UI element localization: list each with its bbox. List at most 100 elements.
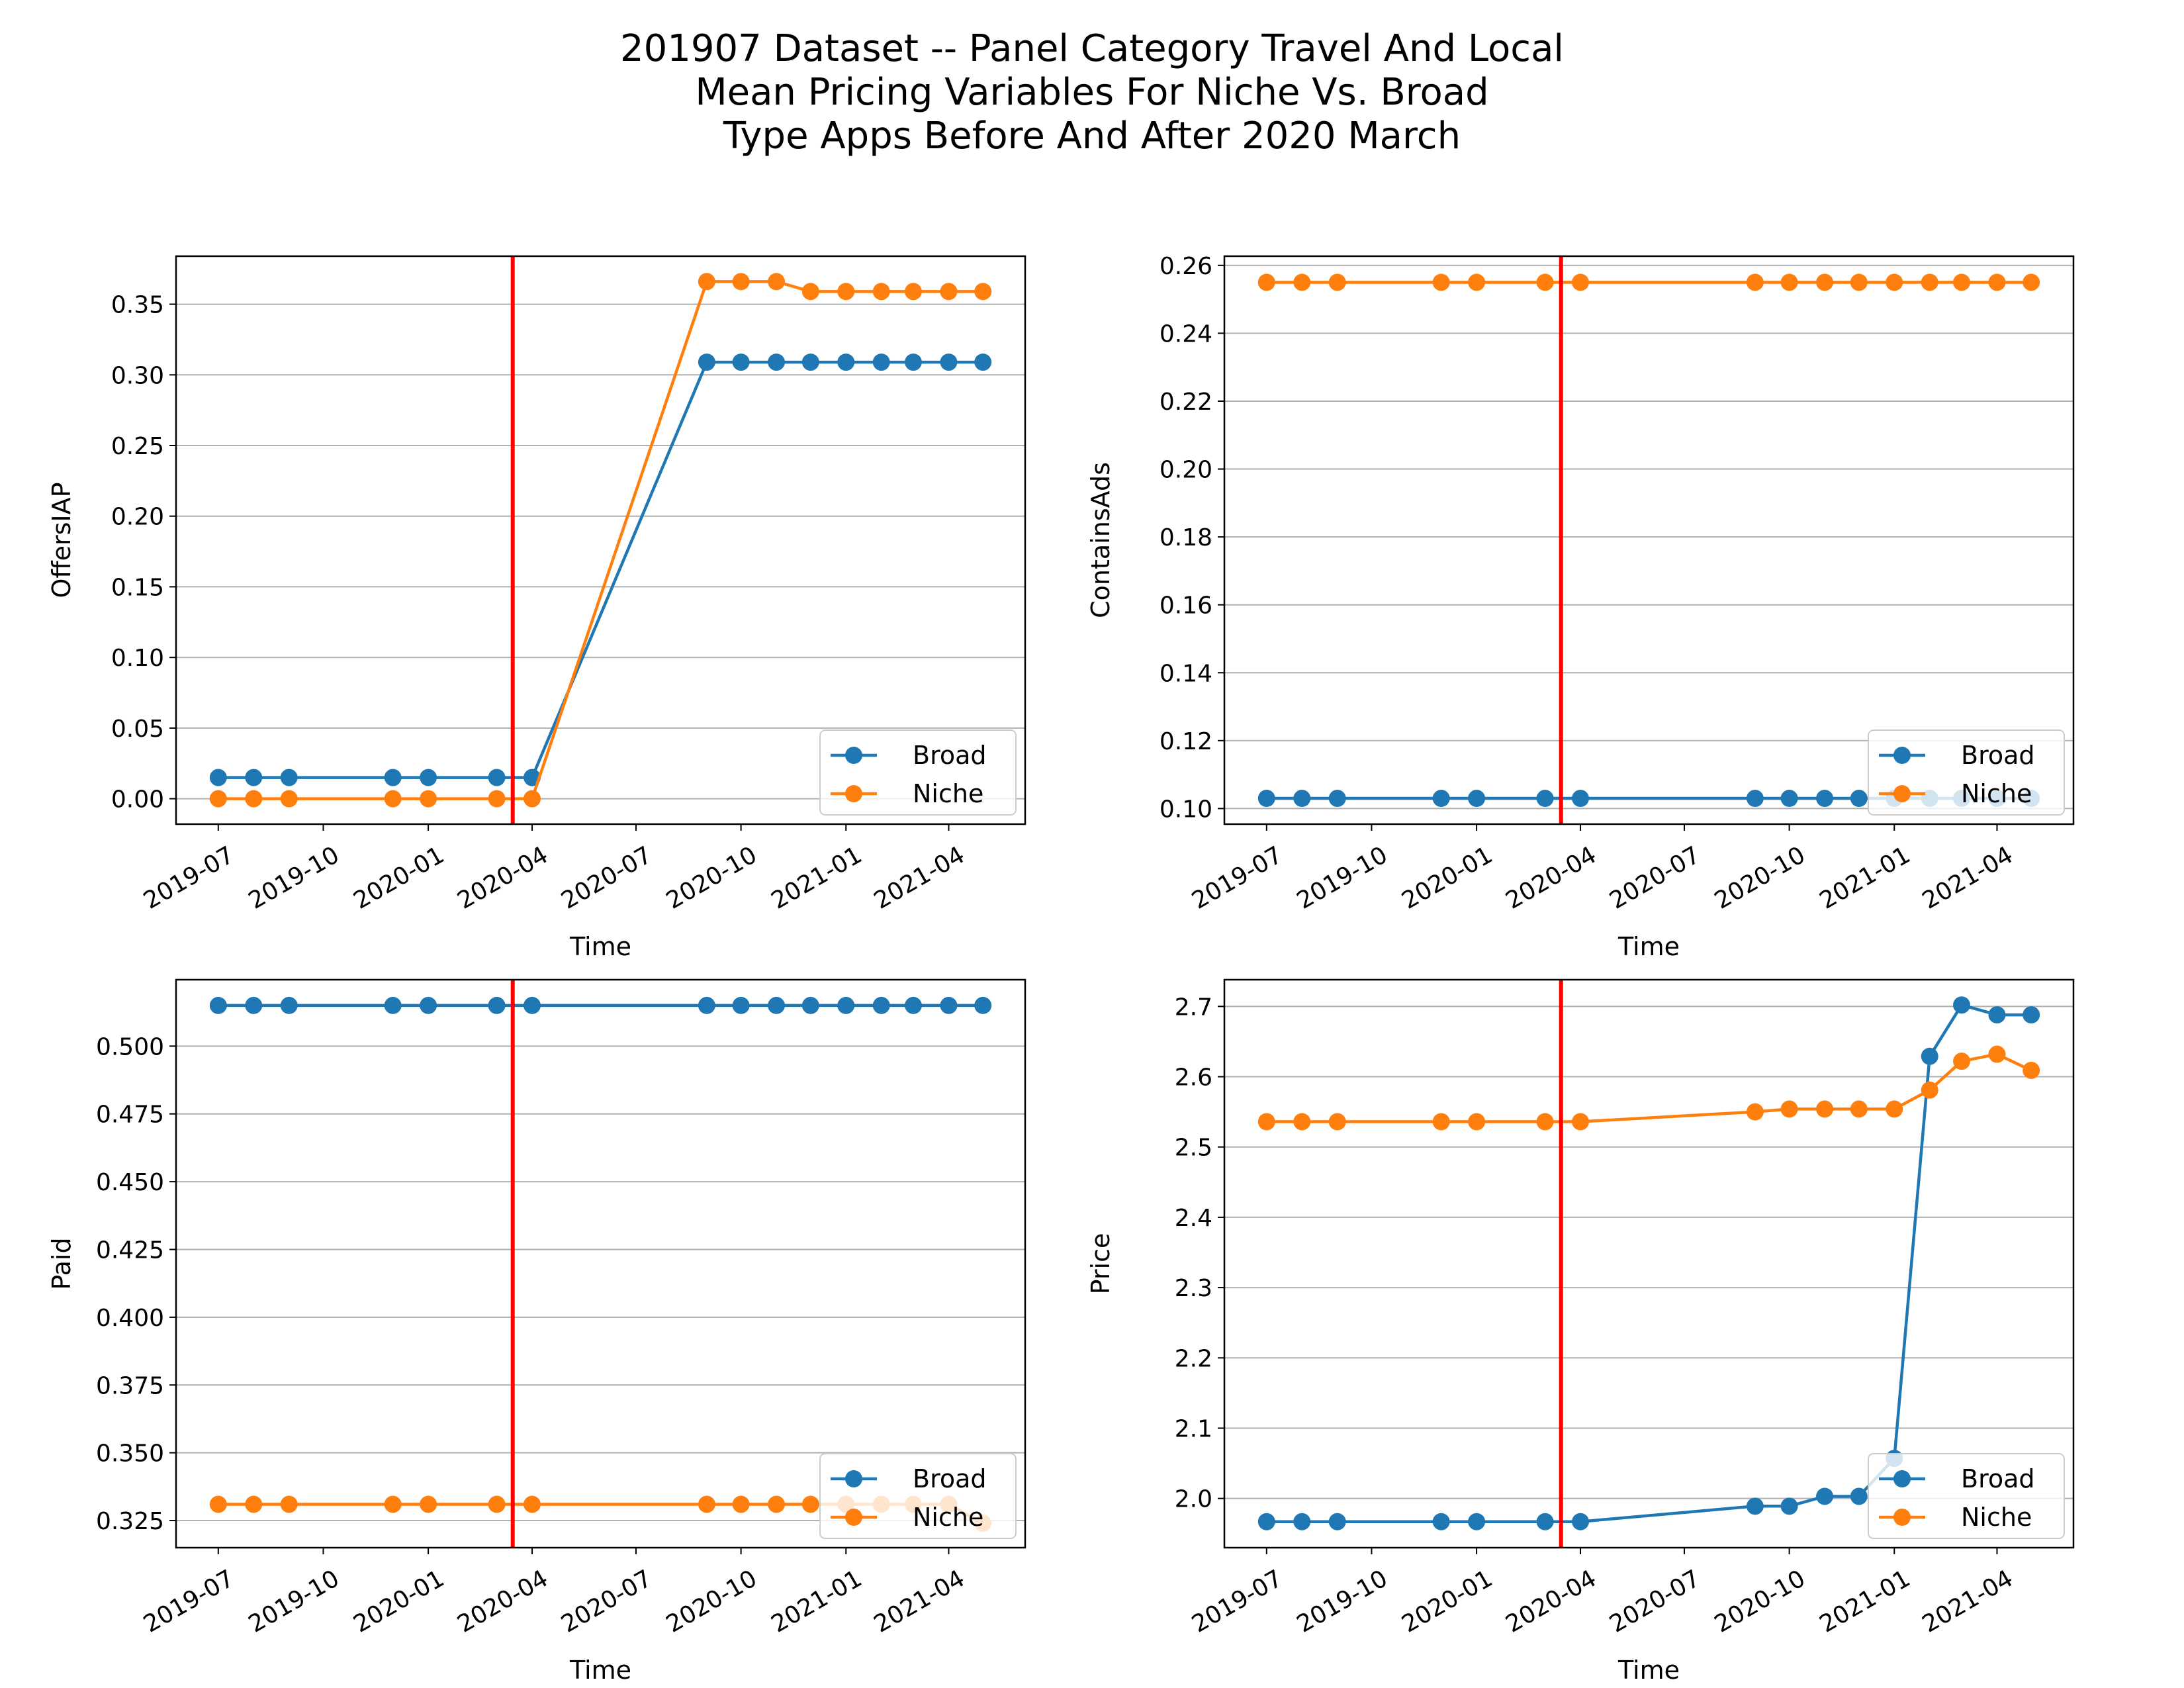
series-line-niche xyxy=(1266,1053,2032,1123)
data-point-niche xyxy=(940,283,958,301)
y-tick-label: 0.20 xyxy=(111,504,164,531)
y-tick-label: 2.6 xyxy=(1175,1064,1212,1092)
data-point-broad xyxy=(1816,1487,1834,1505)
data-point-broad xyxy=(1432,790,1450,808)
y-tick-label: 2.1 xyxy=(1175,1415,1212,1442)
data-point-niche xyxy=(1953,273,1971,291)
legend-label-niche: Niche xyxy=(913,1503,983,1532)
data-point-niche xyxy=(280,1495,298,1513)
data-point-broad xyxy=(1921,1047,1938,1065)
data-point-broad xyxy=(420,769,437,786)
y-tick-label: 0.14 xyxy=(1160,660,1212,687)
legend: Broad Niche xyxy=(1868,1453,2065,1539)
data-point-broad xyxy=(1257,1513,1275,1530)
data-point-broad xyxy=(384,769,402,786)
data-point-niche xyxy=(1746,1103,1764,1121)
data-point-niche xyxy=(245,790,263,808)
y-tick-label: 0.26 xyxy=(1160,253,1212,280)
data-point-broad xyxy=(1572,1513,1590,1530)
data-point-niche xyxy=(837,283,855,301)
y-tick-label: 0.15 xyxy=(111,574,164,601)
data-point-broad xyxy=(523,996,541,1014)
data-point-broad xyxy=(1468,1513,1486,1530)
data-point-broad xyxy=(1536,790,1554,808)
legend-swatch-marker xyxy=(1893,785,1911,802)
y-tick-label: 0.12 xyxy=(1160,728,1212,755)
legend-swatch-marker xyxy=(845,1509,862,1526)
data-point-niche xyxy=(1816,273,1834,291)
data-point-niche xyxy=(384,1495,402,1513)
legend-label-niche: Niche xyxy=(1961,1503,2032,1532)
y-tick-label: 0.425 xyxy=(96,1237,164,1264)
plot-area xyxy=(1257,273,2040,808)
data-point-broad xyxy=(872,353,890,371)
figure-title-line-3: Type Apps Before And After 2020 March xyxy=(723,115,1461,158)
data-point-broad xyxy=(1536,1513,1554,1530)
x-axis-label: Time xyxy=(1617,1656,1680,1685)
data-point-niche xyxy=(1780,273,1798,291)
data-point-niche xyxy=(1536,273,1554,291)
data-point-broad xyxy=(245,769,263,786)
y-tick-label: 0.22 xyxy=(1160,389,1212,416)
data-point-niche xyxy=(209,790,227,808)
series-line-broad xyxy=(218,360,983,779)
legend-swatch-marker xyxy=(845,747,862,764)
data-point-broad xyxy=(245,996,263,1014)
y-axis-label: ContainsAds xyxy=(1086,462,1115,618)
data-point-niche xyxy=(488,1495,506,1513)
legend-swatch-marker xyxy=(1893,747,1911,764)
data-point-niche xyxy=(1328,273,1346,291)
data-point-niche xyxy=(280,790,298,808)
y-tick-label: 0.10 xyxy=(111,645,164,672)
data-point-broad xyxy=(1780,1497,1798,1515)
y-axis-label: Price xyxy=(1086,1233,1115,1295)
y-tick-label: 2.3 xyxy=(1175,1275,1212,1302)
data-point-broad xyxy=(1293,790,1311,808)
data-point-niche xyxy=(732,273,750,291)
data-point-broad xyxy=(905,996,923,1014)
data-point-niche xyxy=(1953,1053,1971,1070)
y-tick-label: 0.30 xyxy=(111,362,164,389)
y-tick-label: 2.7 xyxy=(1175,994,1212,1021)
axes-frame xyxy=(175,978,1026,1549)
data-point-niche xyxy=(1816,1100,1834,1118)
data-point-niche xyxy=(1293,1113,1311,1131)
data-point-niche xyxy=(209,1495,227,1513)
y-tick-label: 0.16 xyxy=(1160,592,1212,620)
data-point-niche xyxy=(1746,273,1764,291)
y-tick-label: 2.2 xyxy=(1175,1345,1212,1372)
data-point-broad xyxy=(837,353,855,371)
data-point-niche xyxy=(1257,273,1275,291)
y-tick-label: 0.24 xyxy=(1160,320,1212,348)
data-point-broad xyxy=(940,996,958,1014)
legend: Broad Niche xyxy=(819,1453,1017,1539)
legend-label-broad: Broad xyxy=(913,1464,987,1493)
legend: Broad Niche xyxy=(1868,729,2065,816)
data-point-broad xyxy=(209,769,227,786)
y-tick-label: 0.375 xyxy=(96,1372,164,1399)
data-point-broad xyxy=(1850,1487,1868,1505)
y-tick-label: 2.5 xyxy=(1175,1135,1212,1162)
data-point-niche xyxy=(1257,1113,1275,1131)
series-line-broad xyxy=(1266,1003,2032,1523)
data-point-broad xyxy=(209,996,227,1014)
data-point-niche xyxy=(1572,273,1590,291)
data-point-broad xyxy=(872,996,890,1014)
data-point-broad xyxy=(1780,790,1798,808)
data-point-niche xyxy=(1432,273,1450,291)
y-axis-label: OffersIAP xyxy=(47,482,76,598)
data-point-niche xyxy=(1886,1100,1903,1118)
data-point-broad xyxy=(384,996,402,1014)
data-point-broad xyxy=(1328,790,1346,808)
data-point-niche xyxy=(1886,273,1903,291)
data-point-broad xyxy=(488,996,506,1014)
data-point-niche xyxy=(245,1495,263,1513)
data-point-niche xyxy=(1988,273,2006,291)
series-line-niche xyxy=(218,280,983,800)
plot-area xyxy=(1257,996,2040,1530)
data-point-niche xyxy=(1468,273,1486,291)
figure-title: 201907 Dataset -- Panel Category Travel … xyxy=(620,27,1564,158)
data-point-niche xyxy=(698,1495,715,1513)
data-point-broad xyxy=(1850,790,1868,808)
data-point-niche xyxy=(1780,1100,1798,1118)
